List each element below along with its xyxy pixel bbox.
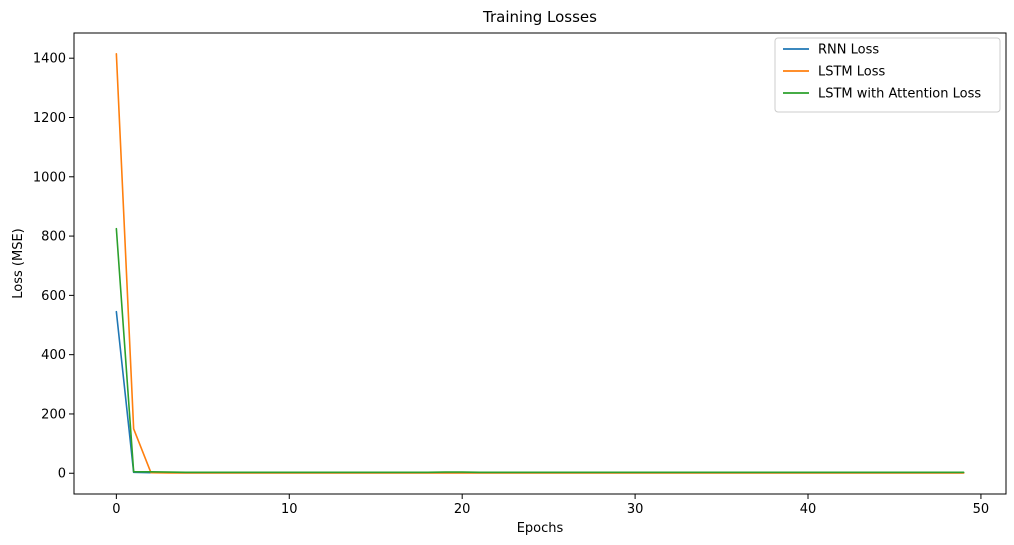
y-tick-label: 200 xyxy=(41,407,66,422)
chart-title: Training Losses xyxy=(482,8,597,26)
series-lines xyxy=(115,52,965,474)
x-axis: 0 10 20 30 40 50 xyxy=(112,494,989,517)
series-line-3 xyxy=(115,227,965,474)
legend-label: RNN Loss xyxy=(818,43,879,58)
x-tick-label: 40 xyxy=(800,502,817,517)
chart-legend: RNN Loss LSTM Loss LSTM with Attention Los… xyxy=(774,37,1001,113)
y-axis-title: Loss (MSE) xyxy=(11,228,26,298)
x-tick-label: 0 xyxy=(112,502,120,517)
legend-box xyxy=(774,37,1001,113)
x-tick-label: 20 xyxy=(454,502,471,517)
y-tick-label: 400 xyxy=(41,348,66,363)
y-tick-label: 600 xyxy=(41,289,66,304)
y-tick-label: 800 xyxy=(41,230,66,245)
legend-label: LSTM with Attention Loss xyxy=(818,87,981,102)
x-tick-label: 50 xyxy=(973,502,990,517)
y-tick-label: 0 xyxy=(58,467,66,482)
x-tick-label: 10 xyxy=(281,502,298,517)
y-tick-label: 1200 xyxy=(33,111,66,126)
series-line-1 xyxy=(115,310,965,474)
y-axis: 0 200 400 600 800 1000 1200 1400 xyxy=(33,52,74,482)
y-tick-label: 1400 xyxy=(33,52,66,67)
legend-label: LSTM Loss xyxy=(818,65,886,80)
x-tick-label: 30 xyxy=(627,502,644,517)
series-line-2 xyxy=(115,52,965,474)
x-axis-title: Epochs xyxy=(517,521,564,536)
y-tick-label: 1000 xyxy=(33,170,66,185)
plot-area-frame xyxy=(73,32,1007,495)
